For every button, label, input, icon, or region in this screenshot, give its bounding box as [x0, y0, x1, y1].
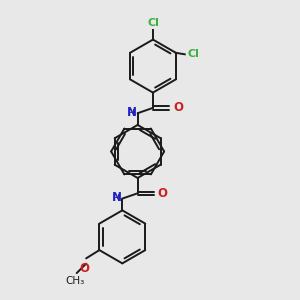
Text: Cl: Cl — [187, 49, 199, 59]
Text: CH₃: CH₃ — [66, 276, 85, 286]
Text: Cl: Cl — [147, 18, 159, 28]
Text: O: O — [173, 101, 183, 114]
Text: N: N — [127, 106, 137, 119]
Text: H: H — [112, 194, 118, 203]
Text: O: O — [158, 187, 168, 200]
Text: H: H — [127, 109, 134, 118]
Text: N: N — [112, 191, 122, 205]
Text: O: O — [80, 262, 90, 275]
